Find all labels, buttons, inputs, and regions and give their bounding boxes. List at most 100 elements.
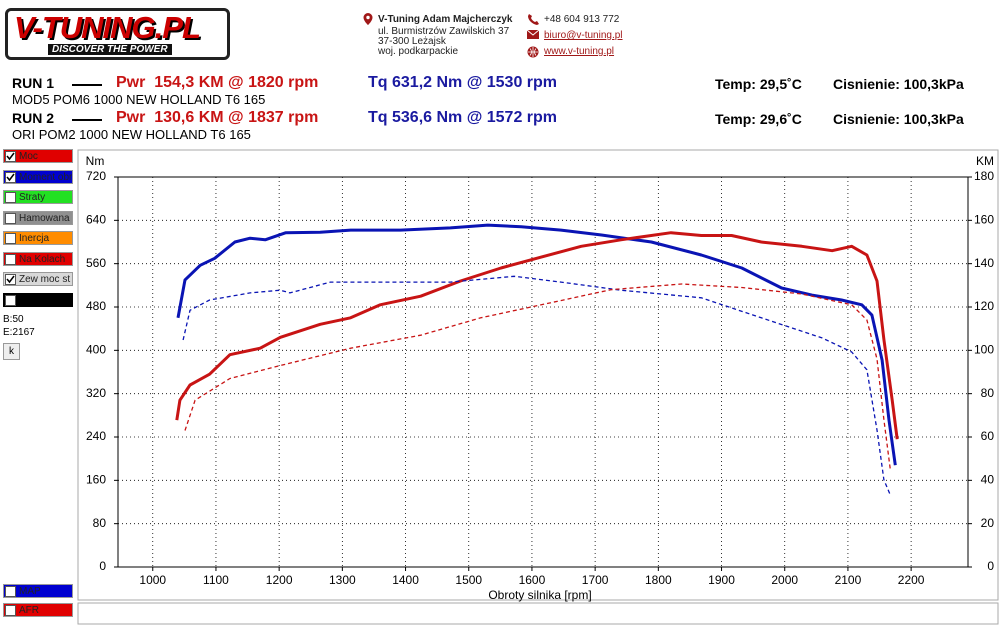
end-label: E:2167 — [3, 327, 35, 338]
curve — [182, 275, 891, 496]
checkbox[interactable] — [5, 253, 16, 265]
city: 37-300 Leżajsk — [378, 36, 446, 47]
run-temp: Temp: 29,6˚C — [715, 111, 802, 127]
option-label: Zew moc st — [19, 274, 71, 285]
y2-tick-label: 140 — [974, 256, 994, 270]
run-description: MOD5 POM6 1000 NEW HOLLAND T6 165 — [12, 92, 266, 107]
run-power: Pwr 154,3 KM @ 1820 rpm — [116, 74, 319, 91]
y2-tick-label: 120 — [974, 299, 994, 313]
run-temp: Temp: 29,5˚C — [715, 76, 802, 92]
y-tick-label: 720 — [86, 169, 106, 183]
plot-area — [117, 176, 969, 568]
option-label: MAP — [19, 586, 41, 597]
option-toggle[interactable]: MAP — [3, 584, 73, 598]
x-tick-label: 2000 — [771, 573, 798, 587]
y-tick-label: 80 — [93, 516, 107, 530]
run-pressure: Cisnienie: 100,3kPa — [833, 111, 964, 127]
y2-tick-label: 180 — [974, 169, 994, 183]
run-pressure: Cisnienie: 100,3kPa — [833, 76, 964, 92]
run-torque: Tq 631,2 Nm @ 1530 rpm — [368, 74, 558, 91]
begin-label: B:50 — [3, 314, 24, 325]
option-label: Hamowana — [19, 212, 70, 224]
y2-tick-label: 100 — [974, 343, 994, 357]
curve — [184, 283, 891, 470]
option-toggle[interactable] — [3, 293, 73, 307]
checkbox[interactable] — [5, 605, 16, 616]
y-tick-label: 240 — [86, 429, 106, 443]
y2-tick-label: 160 — [974, 213, 994, 227]
company: V-Tuning Adam Majcherczyk — [378, 14, 513, 25]
option-label: Moc — [19, 151, 38, 162]
x-tick-label: 2100 — [835, 573, 862, 587]
option-label: Inercja — [19, 233, 50, 244]
y2-tick-label: 20 — [981, 516, 995, 530]
checkbox[interactable] — [5, 233, 16, 244]
y-tick-label: 0 — [99, 559, 106, 573]
x-tick-label: 1000 — [139, 573, 166, 587]
y-tick-label: 320 — [86, 386, 106, 400]
phone: +48 604 913 772 — [544, 14, 620, 25]
x-tick-label: 1600 — [519, 573, 546, 587]
x-tick-label: 1800 — [645, 573, 672, 587]
button[interactable]: k — [3, 343, 20, 360]
phone-icon — [528, 14, 539, 25]
run-torque: Tq 536,6 Nm @ 1572 rpm — [368, 109, 558, 126]
run-power: Pwr 130,6 KM @ 1837 rpm — [116, 109, 319, 126]
option-toggle[interactable]: AFR — [3, 603, 73, 617]
y-tick-label: 640 — [86, 213, 106, 227]
curve — [175, 231, 899, 440]
checkbox[interactable] — [5, 212, 16, 224]
y2-tick-label: 80 — [981, 386, 995, 400]
web-icon — [527, 46, 539, 58]
x-tick-label: 1400 — [392, 573, 419, 587]
option-label: Moment obr — [19, 171, 73, 183]
email[interactable]: biuro@v-tuning.pl — [544, 30, 623, 41]
option-toggle[interactable]: Straty — [3, 190, 73, 204]
run-line — [72, 84, 102, 86]
option-toggle[interactable]: Moment obr — [3, 169, 73, 184]
y-tick-label: 480 — [86, 299, 106, 313]
x-tick-label: 1200 — [266, 573, 293, 587]
x-tick-label: 1100 — [203, 573, 229, 587]
run-label: RUN 2 — [12, 110, 55, 126]
checkbox[interactable] — [5, 295, 16, 306]
checkbox[interactable] — [5, 171, 16, 183]
y-axis-label: Nm — [86, 154, 105, 168]
option-toggle[interactable]: Na Kolach — [3, 251, 73, 266]
logo: V-TUNING.PL — [14, 10, 201, 45]
checkbox[interactable] — [5, 151, 16, 162]
mail-icon — [527, 30, 539, 39]
y2-tick-label: 60 — [981, 429, 995, 443]
x-tick-label: 1500 — [455, 573, 482, 587]
x-tick-label: 1300 — [329, 573, 356, 587]
option-label: Na Kolach — [19, 253, 66, 265]
checkbox[interactable] — [5, 274, 16, 285]
checkbox[interactable] — [5, 192, 16, 203]
slogan: DISCOVER THE POWER — [48, 44, 172, 55]
y2-tick-label: 0 — [987, 559, 994, 573]
option-toggle[interactable]: Zew moc st — [3, 272, 73, 286]
run-line — [72, 119, 102, 121]
option-toggle[interactable]: Hamowana — [3, 210, 73, 225]
street: ul. Burmistrzów Zawilskich 37 — [378, 26, 510, 37]
status-bar — [77, 602, 999, 625]
y2-tick-label: 40 — [981, 473, 995, 487]
pin-icon — [363, 13, 373, 25]
run-label: RUN 1 — [12, 75, 55, 91]
x-tick-label: 1900 — [708, 573, 735, 587]
region: woj. podkarpackie — [378, 46, 459, 57]
website[interactable]: www.v-tuning.pl — [544, 46, 615, 57]
option-label: AFR — [19, 605, 39, 616]
option-toggle[interactable]: Inercja — [3, 231, 73, 245]
x-tick-label: 1700 — [582, 573, 609, 587]
curve — [176, 223, 897, 466]
x-axis-label: Obroty silnika [rpm] — [488, 588, 591, 602]
option-label: Straty — [19, 192, 46, 203]
run-description: ORI POM2 1000 NEW HOLLAND T6 165 — [12, 127, 251, 142]
option-toggle[interactable]: Moc — [3, 149, 73, 163]
y-tick-label: 400 — [86, 343, 106, 357]
y2-axis-label: KM — [976, 154, 994, 168]
checkbox[interactable] — [5, 586, 16, 597]
